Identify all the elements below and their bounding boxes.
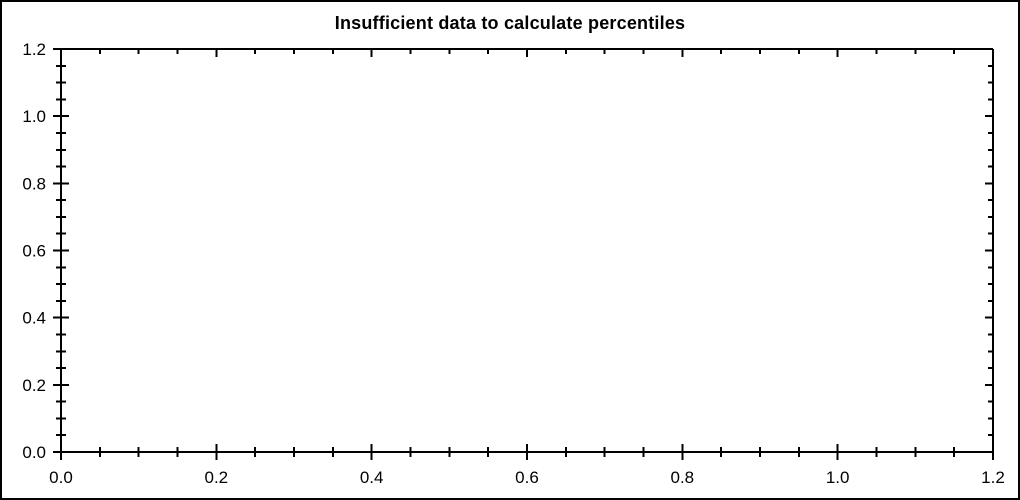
x-tick-label: 0.8: [671, 468, 695, 487]
y-tick-label: 0.6: [22, 242, 46, 261]
x-tick-label: 0.2: [205, 468, 229, 487]
x-tick-label: 0.6: [515, 468, 539, 487]
y-tick-label: 1.2: [22, 40, 46, 59]
chart-title: Insufficient data to calculate percentil…: [334, 13, 686, 33]
y-tick-label: 0.4: [22, 309, 46, 328]
y-tick-label: 1.0: [22, 107, 46, 126]
x-tick-label: 0.0: [49, 468, 73, 487]
y-tick-label: 0.8: [22, 174, 46, 193]
y-tick-label: 0.0: [22, 443, 46, 462]
x-tick-label: 1.2: [981, 468, 1005, 487]
x-tick-label: 0.4: [360, 468, 384, 487]
x-tick-label: 1.0: [826, 468, 850, 487]
y-tick-label: 0.2: [22, 376, 46, 395]
